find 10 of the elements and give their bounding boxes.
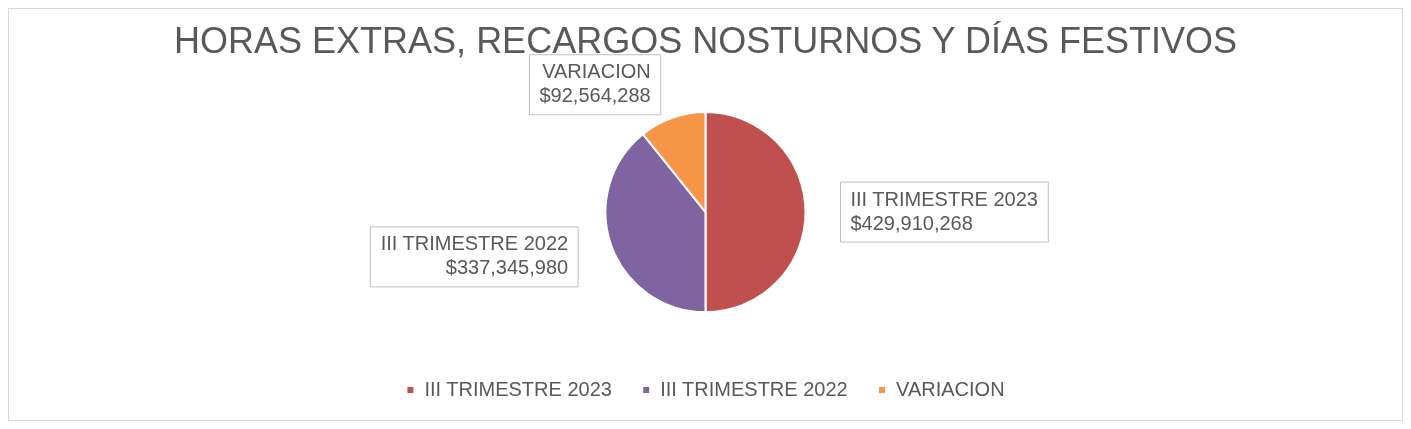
legend-label: III TRIMESTRE 2023 bbox=[424, 377, 612, 400]
slice-label: III TRIMESTRE 2023 bbox=[850, 187, 1038, 210]
data-label: $337,345,980 bbox=[445, 256, 569, 279]
chart-title: HORAS EXTRAS, RECARGOS NOSTURNOS Y DÍAS FESTIVOS bbox=[174, 19, 1237, 61]
slice-label: III TRIMESTRE 2022 bbox=[380, 232, 569, 255]
data-label: $92,564,288 bbox=[539, 84, 651, 107]
legend-label: VARIACION bbox=[896, 377, 1005, 400]
legend-label: III TRIMESTRE 2022 bbox=[660, 377, 848, 400]
data-label: $429,910,268 bbox=[850, 211, 973, 234]
slice-label: VARIACION bbox=[542, 60, 651, 83]
